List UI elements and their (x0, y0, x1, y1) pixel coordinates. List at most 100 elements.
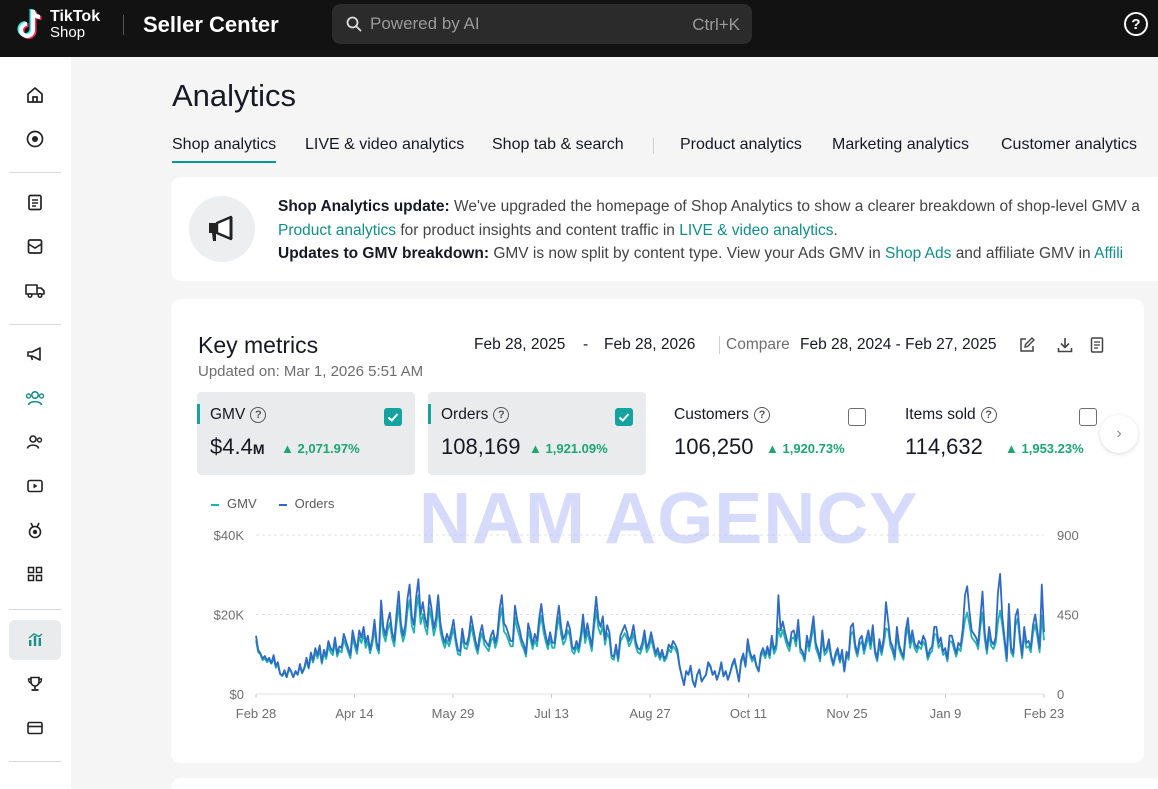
watermark-text: NAM AGENCY (419, 479, 919, 559)
x-tick-label: Apr 14 (335, 706, 373, 721)
logo-text-tiktok: TikTok (50, 8, 101, 25)
metric-delta: 1,920.73% (782, 441, 845, 456)
notice-label-shop-analytics: Shop Analytics update: (278, 198, 450, 215)
metric-checkbox[interactable] (848, 408, 866, 426)
metric-tile-items-sold[interactable]: Items sold? 114,632 ▲ 1,953.23% (892, 392, 1110, 475)
tab-customer-analytics[interactable]: Customer analytics (1001, 136, 1138, 153)
sidebar-item-shipping[interactable] (9, 270, 61, 310)
legend-item-gmv[interactable]: GMV (211, 496, 257, 511)
sidebar-item-apps[interactable] (9, 554, 61, 594)
tiktok-logo-icon (16, 7, 46, 43)
truck-icon (25, 284, 45, 299)
search-icon (346, 16, 362, 32)
tab-divider (653, 138, 654, 154)
help-icon[interactable]: ? (1124, 12, 1148, 36)
app-title: Seller Center (143, 12, 279, 37)
chevron-right-icon[interactable]: › (1100, 415, 1138, 453)
link-affiliate[interactable]: Affili (1094, 245, 1124, 262)
metric-checkbox[interactable] (1079, 408, 1097, 426)
tab-product-analytics[interactable]: Product analytics (680, 136, 802, 153)
trophy-icon (27, 676, 43, 691)
metric-value: 4.4 (222, 434, 253, 459)
updated-timestamp: Updated on: Mar 1, 2026 5:51 AM (198, 363, 424, 380)
metric-label: Customers (674, 406, 749, 423)
up-arrow-icon: ▲ (1005, 441, 1018, 456)
tab-shop-analytics[interactable]: Shop analytics (172, 136, 277, 163)
notice-label-gmv-breakdown: Updates to GMV breakdown: (278, 245, 489, 262)
notice-text: GMV is now split by content type. View y… (493, 245, 881, 262)
legend-swatch (278, 503, 287, 506)
link-product-analytics[interactable]: Product analytics (278, 221, 397, 239)
sidebar-item-content[interactable] (9, 466, 61, 506)
series-indicator (428, 404, 431, 424)
home-icon (27, 87, 43, 103)
sidebar-divider (9, 172, 61, 173)
notice-text: for product insights and content traffic… (400, 221, 675, 239)
sidebar-item-rewards[interactable] (9, 664, 61, 704)
tab-marketing-analytics[interactable]: Marketing analytics (832, 136, 969, 153)
question-icon[interactable]: ? (980, 407, 997, 423)
metric-tile-gmv[interactable]: GMV? $4.4M ▲ 2,071.97% (197, 392, 415, 475)
search-shortcut: Ctrl+K (692, 15, 740, 34)
y-left-tick-label: $40K (214, 528, 245, 543)
sidebar-divider (9, 609, 61, 610)
header-divider (123, 15, 124, 35)
sidebar-item-finance[interactable] (9, 708, 61, 748)
link-shop-ads[interactable]: Shop Ads (885, 245, 952, 262)
compare-range[interactable]: Feb 28, 2024 - Feb 27, 2025 (800, 336, 997, 353)
compare-label: Compare (726, 336, 790, 353)
metric-tile-orders[interactable]: Orders? 108,169 ▲ 1,921.09% (428, 392, 646, 475)
up-arrow-icon: ▲ (529, 441, 542, 456)
sidebar-item-products[interactable] (9, 226, 61, 266)
metric-delta: 1,921.09% (545, 441, 608, 456)
sidebar (0, 57, 71, 789)
date-range-end[interactable]: Feb 28, 2026 (604, 336, 696, 353)
apps-grid-icon (27, 566, 43, 582)
inbox-icon (27, 239, 43, 254)
metric-value: 114,632 (905, 434, 983, 459)
sidebar-item-affiliate[interactable] (9, 378, 61, 418)
metric-unit: M (252, 441, 265, 457)
question-icon[interactable]: ? (250, 407, 267, 423)
key-metrics-card: Key metrics Updated on: Mar 1, 2026 5:51… (171, 299, 1144, 763)
x-tick-label: Jan 9 (930, 706, 962, 721)
sidebar-divider (9, 761, 61, 762)
link-live-video-analytics[interactable]: LIVE & video analytics (679, 221, 834, 239)
top-bar: TikTok Shop Seller Center Ctrl+K ? (0, 0, 1158, 57)
sidebar-item-home[interactable] (9, 75, 61, 115)
sidebar-item-growth[interactable] (9, 510, 61, 550)
sidebar-item-customers[interactable] (9, 422, 61, 462)
metric-checkbox[interactable] (615, 408, 633, 426)
search-bar[interactable]: Ctrl+K (332, 4, 752, 44)
analytics-icon (28, 633, 43, 646)
notice-text: and affiliate GMV in (955, 245, 1091, 262)
report-icon[interactable] (1088, 336, 1106, 354)
edit-icon[interactable] (1018, 336, 1036, 354)
series-indicator (197, 404, 200, 424)
sidebar-item-marketing[interactable] (9, 334, 61, 374)
x-tick-label: Nov 25 (826, 706, 867, 721)
x-tick-label: May 29 (432, 706, 475, 721)
question-icon[interactable]: ? (753, 407, 770, 423)
question-icon[interactable]: ? (493, 407, 510, 423)
download-icon[interactable] (1056, 336, 1074, 354)
sidebar-item-create[interactable] (9, 119, 61, 159)
date-range-start[interactable]: Feb 28, 2025 (474, 336, 566, 353)
metric-tile-customers[interactable]: Customers? 106,250 ▲ 1,920.73% (661, 392, 879, 475)
x-tick-label: Jul 13 (534, 706, 569, 721)
metric-checkbox[interactable] (384, 408, 402, 426)
sidebar-item-analytics[interactable] (9, 620, 61, 660)
tab-shop-tab-search[interactable]: Shop tab & search (492, 136, 624, 153)
y-left-tick-label: $20K (214, 608, 245, 623)
tab-live-video-analytics[interactable]: LIVE & video analytics (305, 136, 465, 153)
x-tick-label: Feb 23 (1024, 706, 1064, 721)
metric-delta: 2,071.97% (297, 441, 360, 456)
plus-circle-icon (26, 130, 44, 148)
tiktok-shop-logo[interactable]: TikTok Shop (16, 7, 100, 43)
sidebar-item-orders[interactable] (9, 182, 61, 222)
date-divider (719, 336, 720, 354)
legend-item-orders[interactable]: Orders (278, 496, 334, 511)
clipboard-icon (28, 194, 42, 211)
metric-label: GMV (210, 406, 246, 423)
search-input[interactable] (370, 12, 670, 36)
